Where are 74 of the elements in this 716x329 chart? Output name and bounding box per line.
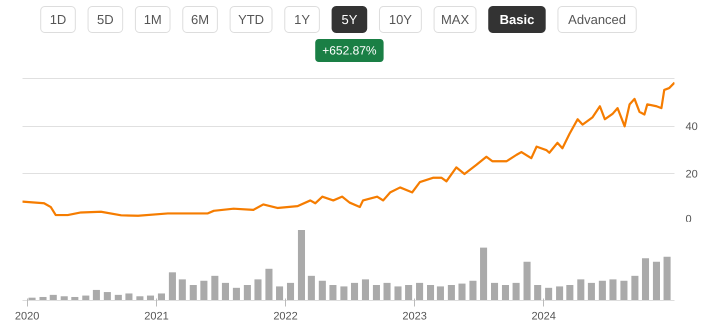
bar bbox=[254, 279, 262, 300]
bar bbox=[502, 284, 510, 300]
bar bbox=[222, 282, 229, 300]
x-tick-label: 2024 bbox=[531, 310, 556, 322]
bar bbox=[566, 284, 574, 300]
bar bbox=[125, 293, 132, 300]
bar bbox=[362, 279, 370, 300]
bar bbox=[405, 284, 412, 300]
text: MAX bbox=[440, 12, 470, 27]
bar bbox=[652, 262, 660, 300]
y-tick-label: 40 bbox=[686, 121, 698, 134]
bar bbox=[631, 276, 638, 300]
bar bbox=[104, 292, 111, 300]
x-tick-label: 2023 bbox=[402, 310, 427, 322]
text: 10Y bbox=[388, 12, 412, 27]
bar bbox=[598, 280, 606, 300]
bar bbox=[244, 284, 251, 300]
bar bbox=[372, 284, 380, 300]
bar bbox=[524, 262, 531, 300]
text: 1M bbox=[144, 12, 162, 27]
bar bbox=[384, 282, 391, 300]
bar bbox=[92, 290, 100, 300]
text: +652.87% bbox=[322, 44, 377, 58]
bar bbox=[469, 280, 476, 300]
bar bbox=[190, 284, 197, 300]
y-tick-label: 20 bbox=[686, 168, 698, 180]
bar bbox=[588, 282, 595, 300]
bar bbox=[178, 279, 186, 300]
x-tick-label: 2020 bbox=[14, 310, 40, 322]
bar bbox=[512, 282, 520, 300]
bar bbox=[394, 286, 402, 300]
bar bbox=[458, 284, 466, 300]
text: 5Y bbox=[341, 12, 358, 27]
bar bbox=[664, 256, 671, 300]
text: 5D bbox=[97, 12, 114, 27]
text: 1D bbox=[50, 12, 66, 27]
bar bbox=[232, 288, 240, 300]
bar bbox=[286, 282, 294, 300]
bar bbox=[620, 280, 628, 300]
bar bbox=[340, 286, 348, 300]
bar bbox=[436, 286, 444, 300]
bar bbox=[50, 294, 57, 300]
bar bbox=[545, 288, 552, 300]
text: Basic bbox=[500, 12, 534, 27]
bar bbox=[490, 282, 498, 300]
bar bbox=[609, 279, 617, 300]
x-tick-label: 2022 bbox=[273, 310, 298, 322]
text: 6M bbox=[191, 12, 210, 27]
bar bbox=[534, 284, 542, 300]
bar bbox=[426, 284, 434, 300]
bar bbox=[276, 286, 284, 300]
bar bbox=[200, 280, 208, 300]
bar bbox=[265, 268, 272, 300]
bar bbox=[350, 282, 358, 300]
bar bbox=[308, 276, 315, 300]
bar bbox=[298, 230, 306, 300]
bar bbox=[318, 280, 326, 300]
bar bbox=[577, 279, 584, 300]
bar bbox=[146, 296, 154, 300]
bar bbox=[416, 282, 424, 300]
bar bbox=[329, 284, 336, 300]
text: Advanced bbox=[568, 12, 626, 27]
bar bbox=[158, 293, 165, 300]
x-tick-label: 2021 bbox=[144, 310, 169, 322]
bar bbox=[168, 272, 176, 300]
line-series bbox=[22, 82, 674, 217]
bar bbox=[448, 284, 455, 300]
text: YTD bbox=[238, 12, 264, 27]
text: 1Y bbox=[294, 12, 310, 27]
bar bbox=[556, 286, 564, 300]
bar bbox=[82, 296, 90, 300]
bar bbox=[480, 248, 488, 300]
bar bbox=[211, 276, 218, 300]
bar bbox=[642, 258, 650, 300]
